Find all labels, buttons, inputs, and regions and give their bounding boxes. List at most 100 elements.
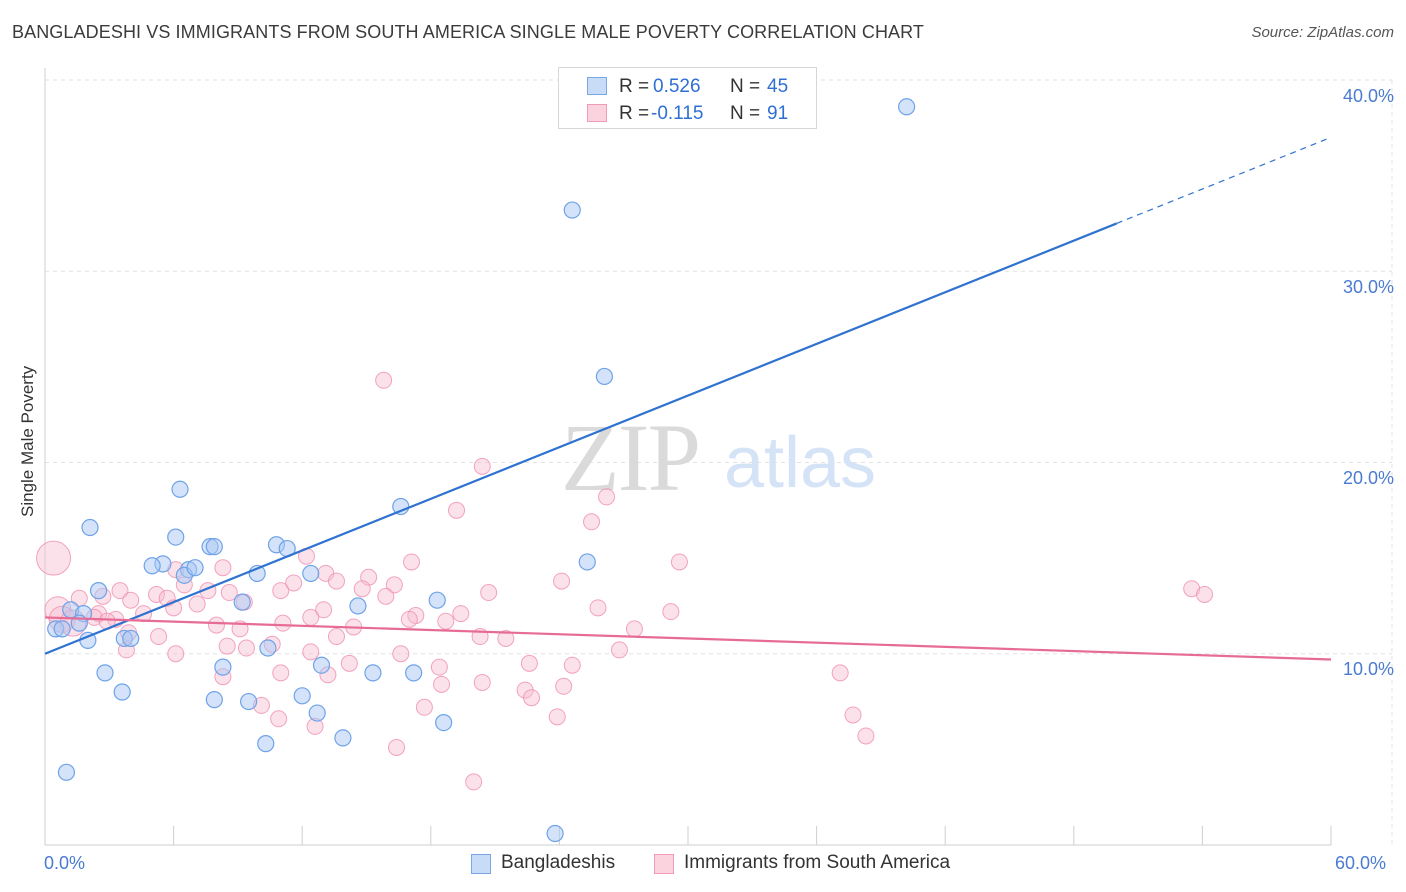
n-value: 45	[767, 76, 789, 97]
legend-label: Immigrants from South America	[684, 852, 951, 873]
point-bangladeshi	[81, 518, 99, 537]
correlation-stats-box: R = 0.526 N = 45 R = -0.115 N = 91	[558, 67, 817, 129]
point-south-america	[327, 628, 345, 646]
point-south-america	[327, 572, 345, 590]
point-south-america	[589, 599, 607, 617]
point-bangladeshi	[578, 553, 596, 571]
point-south-america	[473, 457, 491, 475]
point-south-america	[392, 645, 410, 663]
y-tick-label-30: 30.0%	[1342, 277, 1394, 297]
point-bangladeshi	[53, 620, 71, 638]
point-bangladeshi	[205, 538, 223, 556]
r-value: 0.526	[653, 76, 701, 97]
trend-line-bangladeshis	[44, 222, 1118, 655]
point-south-america	[353, 580, 371, 598]
point-south-america	[662, 603, 680, 621]
axes	[44, 68, 1332, 846]
bangladeshis-swatch	[587, 77, 607, 95]
point-south-america	[433, 675, 451, 693]
point-south-america	[385, 576, 403, 594]
point-south-america	[520, 654, 538, 672]
chart-title: BANGLADESHI VS IMMIGRANTS FROM SOUTH AME…	[12, 22, 925, 42]
point-south-america	[220, 584, 238, 602]
point-bangladeshi	[595, 367, 614, 386]
watermark-zip: ZIP	[561, 404, 699, 511]
source-credit: Source: ZipAtlas.com	[1251, 24, 1394, 41]
point-south-america	[583, 513, 601, 531]
point-bangladeshi	[898, 98, 916, 116]
point-bangladeshi	[205, 691, 223, 709]
point-south-america	[214, 559, 232, 577]
point-south-america	[270, 710, 288, 728]
point-south-america	[523, 689, 541, 707]
point-south-america	[340, 654, 358, 672]
point-south-america	[218, 637, 236, 655]
point-south-america	[625, 620, 643, 638]
point-bangladeshi	[312, 656, 331, 674]
point-south-america	[400, 610, 418, 628]
r-label: R =	[619, 76, 650, 97]
point-bangladeshi	[89, 582, 108, 600]
x-tick-label-max: 60.0%	[1335, 853, 1387, 873]
n-value: 91	[767, 103, 789, 124]
r-value: -0.115	[651, 103, 704, 124]
point-bangladeshi	[563, 201, 581, 219]
point-south-america	[465, 773, 483, 791]
point-bangladeshi	[113, 683, 131, 701]
point-south-america	[302, 608, 320, 626]
point-south-america	[302, 643, 320, 661]
point-south-america	[497, 629, 515, 647]
trend-lines	[44, 136, 1332, 661]
r-label: R =	[619, 103, 650, 124]
point-south-america	[315, 601, 333, 619]
point-south-america	[437, 612, 455, 630]
point-south-america	[188, 595, 206, 613]
point-south-america	[150, 628, 168, 646]
point-south-america	[272, 582, 290, 600]
n-label: N =	[730, 76, 761, 97]
point-bangladeshi	[143, 557, 161, 575]
point-south-america	[473, 673, 491, 691]
point-south-america	[272, 664, 290, 682]
point-bangladeshi	[308, 704, 326, 722]
point-bangladeshi	[233, 593, 251, 611]
point-south-america	[844, 706, 862, 724]
watermark-atlas: atlas	[724, 423, 876, 503]
point-bangladeshi	[96, 664, 114, 682]
point-bangladeshi	[546, 824, 564, 843]
y-axis-label: Single Male Poverty	[18, 365, 37, 517]
point-south-america	[548, 708, 566, 726]
point-bangladeshi	[364, 664, 382, 682]
legend-swatch-pink	[654, 854, 674, 874]
point-south-america	[122, 591, 140, 609]
point-south-america	[377, 587, 395, 605]
point-south-america	[36, 540, 72, 576]
south-america-swatch	[587, 104, 607, 122]
point-south-america	[285, 574, 303, 592]
point-bangladeshi	[257, 735, 275, 753]
point-south-america	[452, 605, 470, 623]
point-bangladeshi	[334, 729, 352, 747]
y-tick-label-20: 20.0%	[1342, 468, 1394, 488]
point-south-america	[480, 584, 498, 602]
point-bangladeshi	[167, 528, 185, 546]
point-bangladeshi	[214, 658, 232, 676]
point-south-america	[375, 371, 393, 389]
point-south-america	[167, 645, 185, 663]
point-south-america	[415, 698, 433, 716]
scatter-points	[36, 98, 1214, 843]
trend-line-bangladeshis-projection	[1116, 136, 1332, 224]
point-bangladeshi	[302, 564, 320, 583]
point-south-america	[553, 572, 571, 590]
point-bangladeshi	[259, 639, 277, 657]
point-south-america	[555, 677, 573, 695]
legend-swatch-blue	[471, 854, 491, 874]
point-bangladeshi	[240, 692, 258, 711]
point-south-america	[207, 616, 225, 634]
point-bangladeshi	[392, 497, 410, 516]
point-south-america	[857, 727, 875, 745]
point-bangladeshi	[122, 629, 140, 648]
point-bangladeshi	[435, 713, 453, 732]
point-bangladeshi	[293, 687, 311, 705]
